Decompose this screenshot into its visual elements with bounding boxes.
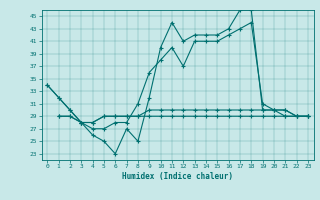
X-axis label: Humidex (Indice chaleur): Humidex (Indice chaleur) bbox=[122, 172, 233, 181]
